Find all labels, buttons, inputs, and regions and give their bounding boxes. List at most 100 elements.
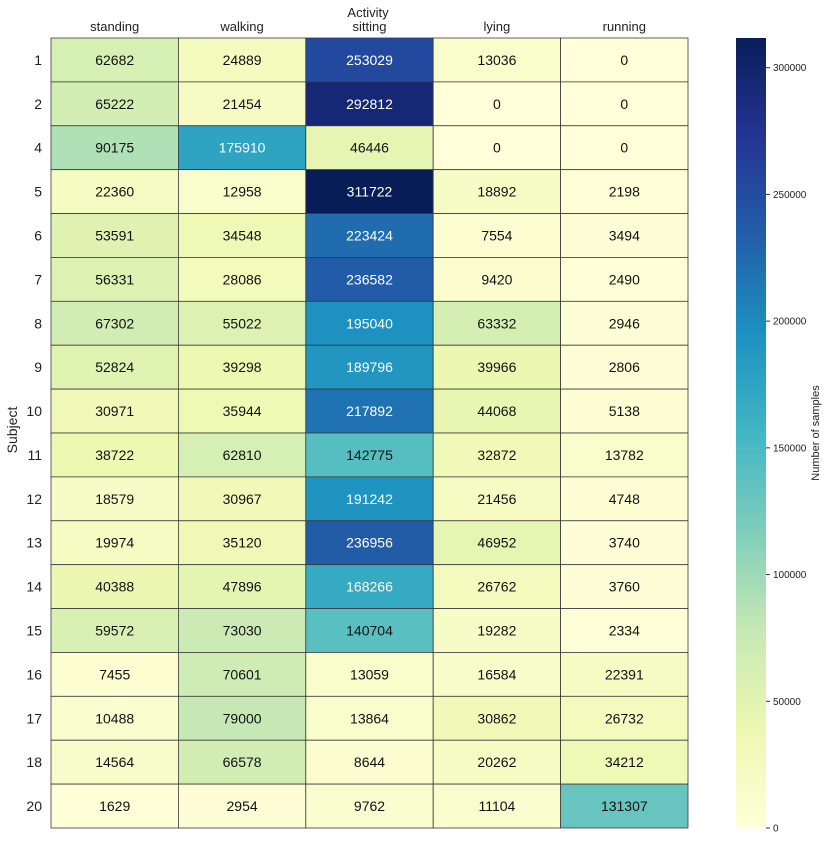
row-label-subject-13: 13: [26, 535, 42, 551]
heatmap-cell: [305, 695, 434, 741]
chart-title: Activity: [347, 5, 389, 20]
heatmap-cell: [560, 432, 689, 478]
heatmap-cell: [305, 432, 434, 478]
cell-value-label: 30967: [223, 491, 262, 507]
row-label-subject-5: 5: [34, 184, 42, 200]
cell-value-label: 0: [620, 96, 628, 112]
row-label-subject-7: 7: [34, 271, 42, 287]
cell-value-label: 47896: [223, 579, 262, 595]
cell-value-label: 20262: [477, 754, 516, 770]
cell-value-label: 253029: [346, 52, 393, 68]
row-label-subject-11: 11: [27, 447, 42, 463]
heatmap-cell: [560, 169, 689, 214]
heatmap-cell: [560, 608, 689, 653]
cell-value-label: 12958: [223, 184, 262, 200]
cell-value-label: 3740: [609, 535, 640, 551]
cell-value-label: 56331: [95, 271, 134, 287]
colorbar-tick-label: 50000: [773, 697, 801, 708]
heatmap-cell: [50, 520, 179, 566]
cell-value-label: 3494: [609, 228, 640, 244]
heatmap-cell: [432, 652, 562, 697]
heatmap-cell: [432, 520, 562, 566]
heatmap-cell: [177, 432, 307, 478]
row-label-subject-17: 17: [26, 710, 42, 726]
heatmap-cell: [177, 520, 307, 566]
cell-value-label: 66578: [223, 754, 262, 770]
cell-value-label: 236582: [346, 271, 393, 287]
heatmap-cell: [432, 344, 562, 390]
heatmap-cell: [560, 257, 689, 302]
heatmap-cell: [560, 652, 689, 697]
cell-value-label: 59572: [95, 623, 134, 639]
heatmap-cell: [50, 344, 179, 390]
heatmap-cell: [305, 344, 434, 390]
cell-value-label: 223424: [346, 228, 393, 244]
heatmap-cell: [560, 81, 689, 127]
heatmap-cell: [432, 169, 562, 214]
heatmap-cell: [177, 783, 307, 829]
column-label-lying: lying: [484, 19, 511, 34]
row-label-subject-15: 15: [26, 623, 42, 639]
heatmap-cell: [177, 344, 307, 390]
cell-value-label: 46446: [350, 140, 389, 156]
row-label-subject-16: 16: [26, 666, 42, 682]
column-label-running: running: [603, 19, 646, 34]
heatmap-cell: [560, 213, 689, 258]
cell-value-label: 11104: [478, 798, 515, 814]
cell-value-label: 140704: [346, 623, 393, 639]
cell-value-label: 24889: [223, 52, 262, 68]
heatmap-cell: [560, 388, 689, 434]
cell-value-label: 2334: [609, 623, 640, 639]
cell-value-label: 2954: [227, 798, 258, 814]
row-label-subject-9: 9: [34, 359, 42, 375]
column-label-standing: standing: [90, 19, 139, 34]
colorbar-tick-label: 0: [773, 824, 779, 835]
row-label-subject-14: 14: [26, 579, 42, 595]
cell-value-label: 70601: [223, 666, 262, 682]
colorbar-label: Number of samples: [810, 385, 822, 481]
colorbar-tick-label: 300000: [773, 63, 807, 74]
cell-value-label: 55022: [223, 315, 262, 331]
cell-value-label: 175910: [219, 140, 266, 156]
heatmap-cell: [177, 257, 307, 302]
heatmap-cell: [560, 125, 689, 171]
cell-value-label: 19974: [95, 535, 134, 551]
row-label-subject-12: 12: [26, 491, 42, 507]
cell-value-label: 63332: [477, 315, 516, 331]
cell-value-label: 30971: [95, 403, 134, 419]
cell-value-label: 7455: [99, 666, 130, 682]
heatmap-cell: [50, 608, 179, 653]
column-labels: standing walking sitting lying running: [90, 19, 646, 34]
heatmap-cell: [432, 695, 562, 741]
heatmap-cell: [305, 608, 434, 653]
colorbar-tick-label: 250000: [773, 190, 807, 201]
cell-value-label: 8644: [354, 754, 385, 770]
row-label-subject-10: 10: [26, 403, 42, 419]
cell-value-label: 38722: [95, 447, 134, 463]
heatmap-cell: [305, 81, 434, 127]
heatmap-cell: [305, 257, 434, 302]
heatmap-cell: [560, 783, 689, 829]
y-axis-label: Subject: [4, 407, 20, 454]
heatmap-cell: [560, 476, 689, 522]
colorbar-tick-label: 200000: [773, 317, 807, 328]
heatmap-cell: [50, 213, 179, 258]
cell-value-label: 46952: [477, 535, 516, 551]
heatmap-cell: [177, 169, 307, 214]
cell-value-label: 10488: [95, 710, 134, 726]
cell-value-label: 30862: [477, 710, 516, 726]
cell-value-label: 292812: [346, 96, 393, 112]
cell-value-label: 73030: [223, 623, 262, 639]
cell-value-label: 67302: [95, 315, 134, 331]
heatmap-cell: [560, 37, 689, 83]
cell-value-label: 19282: [477, 623, 516, 639]
heatmap-cell: [50, 432, 179, 478]
cell-value-label: 53591: [95, 228, 134, 244]
cell-value-label: 44068: [477, 403, 516, 419]
heatmap-cell: [50, 695, 179, 741]
colorbar: 0 50000 100000 150000 200000 250000 300000: [736, 38, 807, 835]
heatmap-cell: [177, 739, 307, 785]
heatmap-cell: [432, 608, 562, 653]
